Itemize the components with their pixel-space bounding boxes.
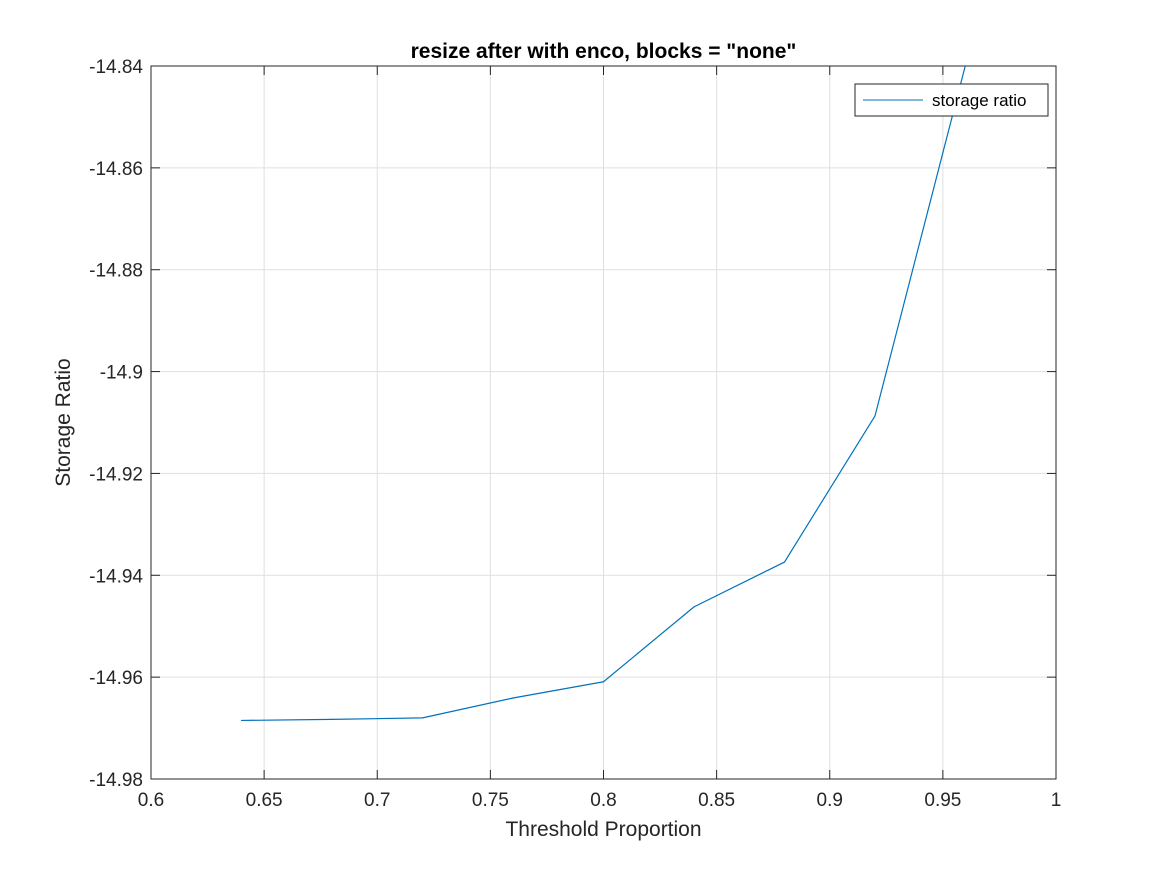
y-tick-label: -14.9: [100, 363, 143, 384]
y-tick-label: -14.94: [89, 566, 143, 587]
x-tick-label: 0.85: [698, 790, 735, 811]
data-point: [240, 719, 243, 722]
y-axis-label: Storage Ratio: [52, 358, 75, 486]
data-point: [602, 681, 605, 683]
axis-ticks: 0.6 0.65 0.7 0.75 0.8 0.85 0.9 0.95 1 -14.98 -14.9…: [89, 57, 1061, 811]
legend-label: storage ratio: [932, 91, 1027, 110]
y-tick-label: -14.88: [89, 261, 143, 282]
legend: storage ratio: [854, 83, 1049, 117]
grid: [150, 65, 1057, 780]
data-point: [965, 64, 966, 65]
x-tick-label: 0.9: [817, 790, 843, 811]
data-point: [693, 606, 695, 608]
x-tick-label: 0.75: [472, 790, 509, 811]
series-layer: [240, 64, 966, 722]
data-point: [421, 717, 424, 719]
x-tick-label: 0.65: [246, 790, 283, 811]
x-tick-label: 0.95: [924, 790, 961, 811]
x-axis-label: Threshold Proportion: [505, 818, 701, 841]
y-tick-label: -14.84: [89, 57, 143, 78]
data-point: [874, 415, 876, 417]
x-tick-label: 1: [1051, 790, 1062, 811]
data-point: [331, 718, 333, 721]
x-tick-label: 0.7: [364, 790, 390, 811]
y-tick-label: -14.86: [89, 159, 143, 180]
y-tick-label: -14.98: [89, 770, 143, 791]
x-tick-label: 0.8: [590, 790, 616, 811]
y-tick-label: -14.92: [89, 464, 143, 485]
x-tick-label: 0.6: [138, 790, 164, 811]
y-tick-label: -14.96: [89, 668, 143, 689]
chart-title: resize after with enco, blocks = "none": [411, 40, 797, 63]
data-point: [783, 561, 786, 563]
data-point: [512, 697, 514, 699]
